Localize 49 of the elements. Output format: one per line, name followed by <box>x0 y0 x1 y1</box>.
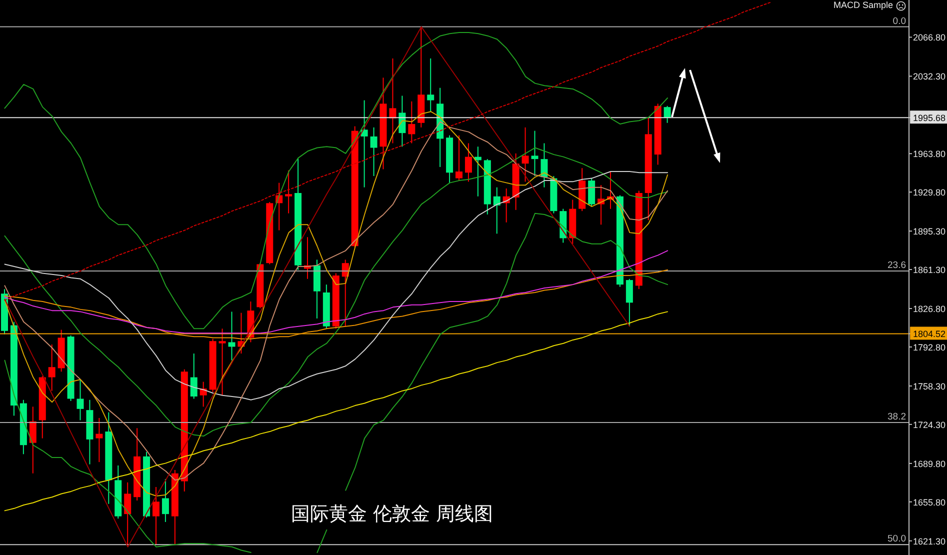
line-series <box>4 32 668 330</box>
y-tick-label: 1804.52 <box>913 329 946 340</box>
candlestick <box>76 379 84 421</box>
y-tick-label: 1995.68 <box>913 113 946 124</box>
line-series <box>4 147 668 437</box>
candlestick <box>360 100 368 188</box>
y-tick-label: 1963.80 <box>913 149 946 160</box>
candlestick <box>522 126 529 182</box>
candlestick <box>228 311 236 361</box>
text: 国际黄金 伦敦金 周线图 <box>289 503 496 525</box>
annotation: 50.0 <box>888 534 906 545</box>
annotation: 0.0 <box>892 16 906 27</box>
y-tick-label: 1792.80 <box>913 342 946 352</box>
annotation: 23.6 <box>888 260 906 271</box>
candlestick <box>664 105 671 124</box>
candlestick <box>389 58 396 144</box>
annotation: 38.2 <box>888 411 906 422</box>
candlestick <box>48 344 56 392</box>
candlestick <box>152 486 160 546</box>
candlestick <box>456 134 462 182</box>
candlestick <box>190 353 198 400</box>
candlestick <box>370 126 378 177</box>
y-tick-label: 1826.80 <box>913 304 946 314</box>
candlestick <box>493 186 500 234</box>
y-tick-label: 1621.30 <box>913 536 946 546</box>
candlestick <box>427 58 434 112</box>
candlestick <box>540 142 548 188</box>
y-tick-label: 1758.30 <box>913 381 946 392</box>
candlestick <box>408 100 416 144</box>
candlestick <box>531 130 538 177</box>
candlestick <box>29 406 36 474</box>
y-tick-label: 1929.80 <box>913 188 946 198</box>
y-tick-label: 2032.30 <box>913 72 946 82</box>
candlestick <box>464 142 472 182</box>
y-tick-label: 2066.80 <box>913 32 946 43</box>
candlestick <box>162 478 169 522</box>
candlestick <box>626 278 633 327</box>
y-tick-label: 1861.30 <box>913 265 946 276</box>
candlestick <box>218 328 226 396</box>
y-tick-label: 1655.80 <box>913 497 946 508</box>
y-tick-label: 1895.30 <box>913 226 946 237</box>
candlestick <box>96 417 103 463</box>
y-tick-label: 1689.80 <box>913 458 946 469</box>
candlestick <box>285 170 292 214</box>
line-series <box>4 171 668 400</box>
candlestick <box>588 178 596 208</box>
candlestick <box>124 482 132 548</box>
annotation: MACD Sample <box>833 0 893 11</box>
y-tick-label: 1724.30 <box>913 420 946 430</box>
